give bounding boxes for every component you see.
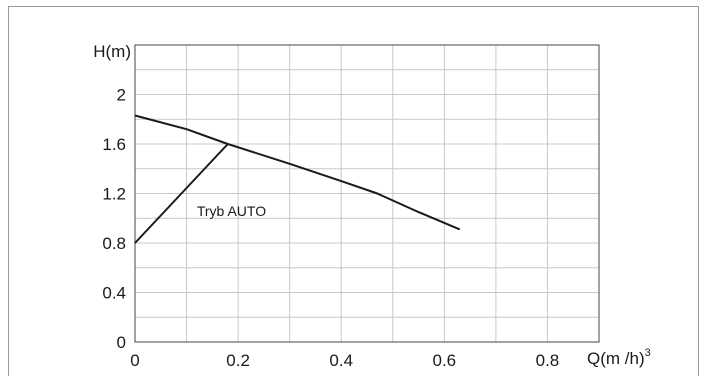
y-axis-label: H(m)	[93, 42, 131, 61]
x-tick-label: 0.6	[433, 351, 457, 370]
series-line-1	[134, 114, 461, 231]
tick-labels: 0 0.2 0.4 0.6 0.8 0 0.4 0.8 1.2 1.6 2	[102, 86, 559, 371]
y-tick-label: 0	[117, 333, 126, 352]
y-tick-label: 0.4	[102, 284, 126, 303]
series-lines	[134, 114, 461, 244]
plot-border	[134, 44, 600, 343]
outer-border	[8, 6, 699, 376]
x-tick-label: 0	[130, 351, 139, 370]
x-axis-label: Q(m /h)3	[587, 347, 651, 368]
annotation-tryb-auto: Tryb AUTO	[197, 203, 266, 219]
series-line-2	[134, 143, 229, 244]
grid-lines	[135, 45, 599, 342]
x-axis-label-main: Q(m /h)	[587, 349, 645, 368]
y-tick-label: 2	[117, 86, 126, 105]
x-tick-label: 0.2	[226, 351, 250, 370]
x-axis-label-superscript: 3	[645, 347, 651, 359]
x-tick-label: 0.8	[536, 351, 560, 370]
y-tick-label: 0.8	[102, 234, 126, 253]
y-tick-label: 1.2	[102, 185, 126, 204]
x-tick-label: 0.4	[329, 351, 353, 370]
y-tick-label: 1.6	[102, 135, 126, 154]
